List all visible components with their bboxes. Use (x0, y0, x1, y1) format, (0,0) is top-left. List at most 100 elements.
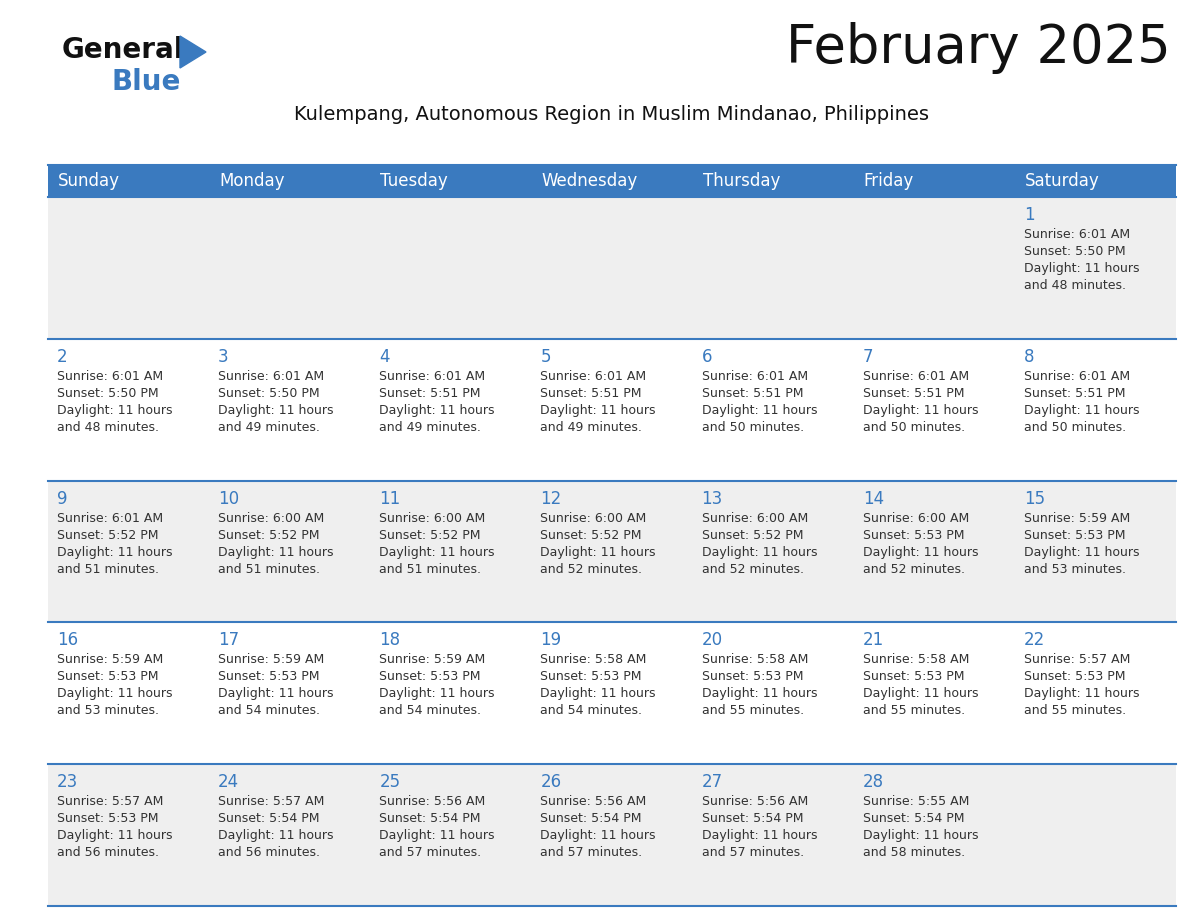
Text: 8: 8 (1024, 348, 1035, 365)
Text: Sunrise: 5:57 AM: Sunrise: 5:57 AM (219, 795, 324, 808)
Text: Sunrise: 5:56 AM: Sunrise: 5:56 AM (702, 795, 808, 808)
Text: Sunset: 5:53 PM: Sunset: 5:53 PM (862, 529, 965, 542)
Text: and 49 minutes.: and 49 minutes. (379, 420, 481, 434)
Text: Sunrise: 6:01 AM: Sunrise: 6:01 AM (219, 370, 324, 383)
Text: Daylight: 11 hours: Daylight: 11 hours (379, 404, 494, 417)
Text: Daylight: 11 hours: Daylight: 11 hours (379, 688, 494, 700)
Text: 2: 2 (57, 348, 68, 365)
Text: Daylight: 11 hours: Daylight: 11 hours (57, 829, 172, 842)
Text: Daylight: 11 hours: Daylight: 11 hours (219, 545, 334, 558)
Text: 19: 19 (541, 632, 562, 649)
Text: Daylight: 11 hours: Daylight: 11 hours (702, 404, 817, 417)
Text: 20: 20 (702, 632, 722, 649)
Text: Sunset: 5:51 PM: Sunset: 5:51 PM (541, 386, 642, 400)
Text: 3: 3 (219, 348, 229, 365)
Text: Daylight: 11 hours: Daylight: 11 hours (1024, 404, 1139, 417)
Text: and 58 minutes.: and 58 minutes. (862, 846, 965, 859)
Bar (48, 339, 1176, 481)
Text: Sunrise: 5:59 AM: Sunrise: 5:59 AM (379, 654, 486, 666)
Text: 5: 5 (541, 348, 551, 365)
Text: Daylight: 11 hours: Daylight: 11 hours (219, 404, 334, 417)
Text: Daylight: 11 hours: Daylight: 11 hours (541, 688, 656, 700)
Text: 18: 18 (379, 632, 400, 649)
Text: 1: 1 (1024, 206, 1035, 224)
Text: Daylight: 11 hours: Daylight: 11 hours (1024, 545, 1139, 558)
Text: Daylight: 11 hours: Daylight: 11 hours (541, 545, 656, 558)
Text: Daylight: 11 hours: Daylight: 11 hours (1024, 262, 1139, 275)
Bar (48, 622, 1176, 764)
Text: Sunrise: 5:58 AM: Sunrise: 5:58 AM (541, 654, 646, 666)
Text: Sunrise: 6:00 AM: Sunrise: 6:00 AM (541, 511, 646, 524)
Text: Daylight: 11 hours: Daylight: 11 hours (57, 545, 172, 558)
Text: Daylight: 11 hours: Daylight: 11 hours (541, 404, 656, 417)
Text: Daylight: 11 hours: Daylight: 11 hours (862, 545, 978, 558)
Text: 21: 21 (862, 632, 884, 649)
Text: Daylight: 11 hours: Daylight: 11 hours (862, 829, 978, 842)
Text: Sunrise: 6:01 AM: Sunrise: 6:01 AM (57, 511, 163, 524)
Text: Sunset: 5:51 PM: Sunset: 5:51 PM (1024, 386, 1125, 400)
Text: and 57 minutes.: and 57 minutes. (379, 846, 481, 859)
Text: Sunset: 5:53 PM: Sunset: 5:53 PM (1024, 529, 1125, 542)
Text: Sunrise: 5:55 AM: Sunrise: 5:55 AM (862, 795, 969, 808)
Bar (48, 165, 1176, 197)
Text: Daylight: 11 hours: Daylight: 11 hours (862, 688, 978, 700)
Text: and 52 minutes.: and 52 minutes. (862, 563, 965, 576)
Text: Sunrise: 5:58 AM: Sunrise: 5:58 AM (862, 654, 969, 666)
Text: Sunset: 5:53 PM: Sunset: 5:53 PM (57, 812, 158, 825)
Text: Sunset: 5:52 PM: Sunset: 5:52 PM (57, 529, 158, 542)
Text: 10: 10 (219, 489, 239, 508)
Text: Sunrise: 5:57 AM: Sunrise: 5:57 AM (1024, 654, 1130, 666)
Text: Sunset: 5:54 PM: Sunset: 5:54 PM (862, 812, 965, 825)
Text: 15: 15 (1024, 489, 1045, 508)
Text: 27: 27 (702, 773, 722, 791)
Text: Sunset: 5:52 PM: Sunset: 5:52 PM (379, 529, 481, 542)
Text: Daylight: 11 hours: Daylight: 11 hours (702, 688, 817, 700)
Text: Sunrise: 5:57 AM: Sunrise: 5:57 AM (57, 795, 164, 808)
Text: Sunrise: 6:01 AM: Sunrise: 6:01 AM (702, 370, 808, 383)
Text: and 52 minutes.: and 52 minutes. (541, 563, 643, 576)
Text: 26: 26 (541, 773, 562, 791)
Text: Sunset: 5:54 PM: Sunset: 5:54 PM (219, 812, 320, 825)
Text: 22: 22 (1024, 632, 1045, 649)
Bar (48, 764, 1176, 906)
Text: and 49 minutes.: and 49 minutes. (541, 420, 643, 434)
Text: Wednesday: Wednesday (542, 172, 638, 190)
Text: and 55 minutes.: and 55 minutes. (862, 704, 965, 717)
Text: Daylight: 11 hours: Daylight: 11 hours (379, 545, 494, 558)
Text: Daylight: 11 hours: Daylight: 11 hours (57, 404, 172, 417)
Text: 28: 28 (862, 773, 884, 791)
Text: Sunset: 5:51 PM: Sunset: 5:51 PM (702, 386, 803, 400)
Text: 4: 4 (379, 348, 390, 365)
Text: Sunset: 5:53 PM: Sunset: 5:53 PM (379, 670, 481, 683)
Text: and 51 minutes.: and 51 minutes. (379, 563, 481, 576)
Text: Sunset: 5:52 PM: Sunset: 5:52 PM (219, 529, 320, 542)
Bar (48, 481, 1176, 622)
Text: Sunset: 5:51 PM: Sunset: 5:51 PM (379, 386, 481, 400)
Text: and 51 minutes.: and 51 minutes. (219, 563, 320, 576)
Text: Sunrise: 5:59 AM: Sunrise: 5:59 AM (1024, 511, 1130, 524)
Text: Sunrise: 6:00 AM: Sunrise: 6:00 AM (862, 511, 969, 524)
Text: and 50 minutes.: and 50 minutes. (1024, 420, 1126, 434)
Text: Daylight: 11 hours: Daylight: 11 hours (219, 688, 334, 700)
Text: Sunset: 5:53 PM: Sunset: 5:53 PM (1024, 670, 1125, 683)
Text: 25: 25 (379, 773, 400, 791)
Text: and 53 minutes.: and 53 minutes. (1024, 563, 1126, 576)
Text: Sunrise: 5:59 AM: Sunrise: 5:59 AM (219, 654, 324, 666)
Text: Friday: Friday (864, 172, 914, 190)
Text: and 54 minutes.: and 54 minutes. (379, 704, 481, 717)
Text: Sunset: 5:53 PM: Sunset: 5:53 PM (862, 670, 965, 683)
Text: and 54 minutes.: and 54 minutes. (219, 704, 320, 717)
Text: Daylight: 11 hours: Daylight: 11 hours (379, 829, 494, 842)
Text: Sunset: 5:50 PM: Sunset: 5:50 PM (1024, 245, 1125, 258)
Text: Sunset: 5:50 PM: Sunset: 5:50 PM (57, 386, 159, 400)
Text: and 51 minutes.: and 51 minutes. (57, 563, 159, 576)
Text: Thursday: Thursday (702, 172, 781, 190)
Text: Sunrise: 6:00 AM: Sunrise: 6:00 AM (379, 511, 486, 524)
Text: Sunset: 5:53 PM: Sunset: 5:53 PM (541, 670, 642, 683)
Text: and 54 minutes.: and 54 minutes. (541, 704, 643, 717)
Text: Sunrise: 6:01 AM: Sunrise: 6:01 AM (57, 370, 163, 383)
Text: and 48 minutes.: and 48 minutes. (1024, 279, 1126, 292)
Text: and 55 minutes.: and 55 minutes. (1024, 704, 1126, 717)
Text: Sunset: 5:52 PM: Sunset: 5:52 PM (541, 529, 642, 542)
Text: Sunrise: 6:00 AM: Sunrise: 6:00 AM (219, 511, 324, 524)
